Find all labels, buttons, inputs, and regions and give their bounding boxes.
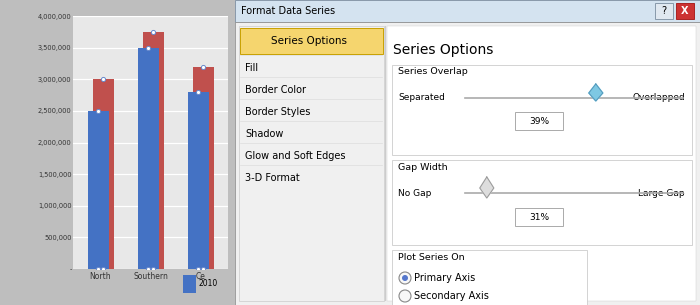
Circle shape (399, 272, 411, 284)
Text: Large Gap: Large Gap (638, 188, 685, 198)
Circle shape (402, 275, 408, 281)
Polygon shape (480, 177, 494, 198)
Text: Series Options: Series Options (393, 43, 494, 57)
Bar (392, 65, 692, 155)
Text: No Gap: No Gap (398, 188, 431, 198)
Text: Series Options: Series Options (271, 36, 347, 46)
Bar (183, 275, 195, 293)
Circle shape (399, 290, 411, 302)
Text: X: X (681, 6, 689, 16)
Bar (676, 3, 694, 19)
Bar (92, 79, 113, 269)
Bar (392, 160, 692, 245)
Text: Glow and Soft Edges: Glow and Soft Edges (245, 151, 346, 161)
Bar (88, 111, 108, 269)
Bar (143, 32, 164, 269)
Text: Overlapped: Overlapped (632, 94, 685, 102)
Text: 2010: 2010 (199, 279, 218, 289)
Text: Primary Axis: Primary Axis (414, 273, 475, 283)
Text: Series Overlap: Series Overlap (398, 67, 468, 77)
Bar (515, 112, 563, 130)
Bar (392, 250, 587, 305)
Bar (193, 66, 214, 269)
Bar (240, 28, 383, 54)
Bar (387, 26, 696, 301)
Text: Border Styles: Border Styles (245, 107, 310, 117)
Text: 3-D Format: 3-D Format (245, 173, 300, 183)
Text: Shadow: Shadow (245, 129, 284, 139)
Text: 31%: 31% (529, 213, 549, 221)
Bar (235, 0, 700, 22)
Polygon shape (589, 84, 603, 101)
Bar (239, 26, 384, 301)
Bar (188, 92, 209, 269)
Text: Separated: Separated (398, 94, 445, 102)
Text: ?: ? (662, 6, 666, 16)
Bar (137, 48, 158, 269)
Text: Format Data Series: Format Data Series (241, 6, 335, 16)
Bar (655, 3, 673, 19)
Text: Fill: Fill (245, 63, 258, 73)
Text: Border Color: Border Color (245, 85, 306, 95)
Text: 39%: 39% (529, 117, 549, 125)
Text: Secondary Axis: Secondary Axis (414, 291, 489, 301)
Text: Gap Width: Gap Width (398, 163, 447, 171)
Bar (515, 208, 563, 226)
Text: Plot Series On: Plot Series On (398, 253, 465, 263)
